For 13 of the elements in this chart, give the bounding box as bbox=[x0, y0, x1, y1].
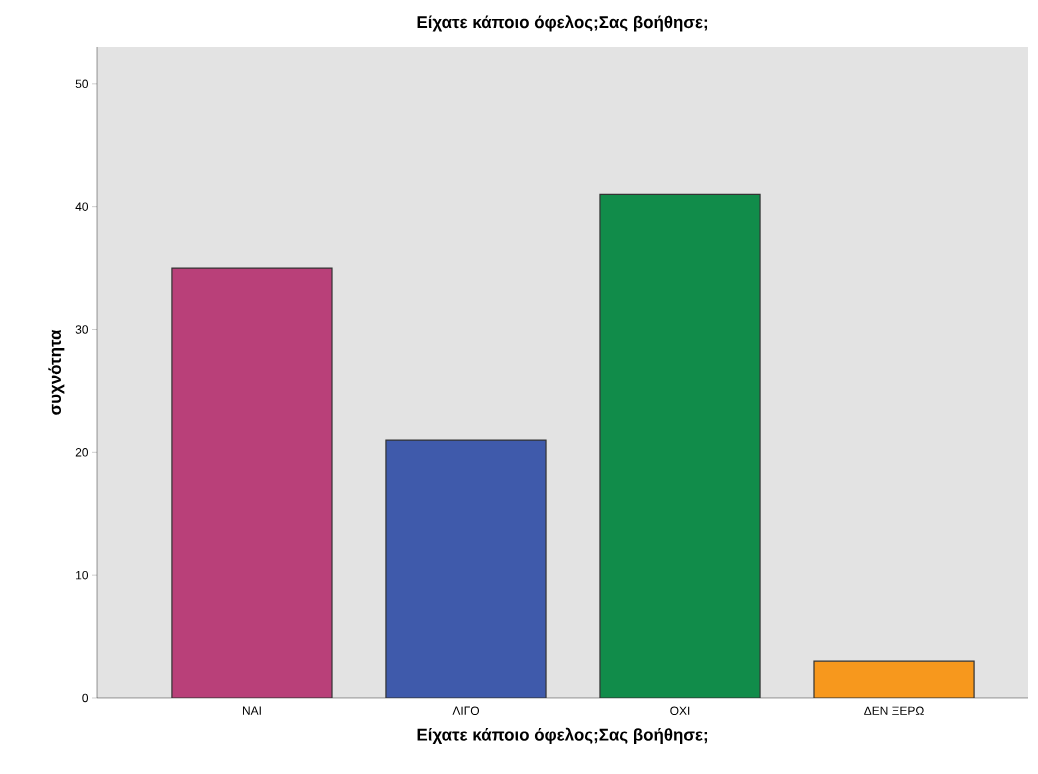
x-tick-label: ΔΕΝ ΞΕΡΩ bbox=[864, 706, 924, 715]
x-tick-label: ΝΑΙ bbox=[242, 706, 261, 715]
chart-title: Είχατε κάποιο όφελος;Σας βοήθησε; bbox=[417, 15, 708, 32]
y-tick-label: 0 bbox=[82, 693, 89, 703]
y-tick-label: 50 bbox=[75, 79, 89, 89]
y-tick-label: 40 bbox=[75, 202, 89, 211]
y-tick-label: 20 bbox=[75, 448, 89, 457]
x-tick-label: ΟΧΙ bbox=[670, 706, 690, 715]
y-tick-label: 30 bbox=[75, 325, 89, 334]
y-tick-label: 10 bbox=[76, 570, 89, 580]
x-axis-title: Είχατε κάποιο όφελος;Σας βοήθησε; bbox=[417, 727, 708, 745]
x-tick-label: ΛΙΓΟ bbox=[452, 706, 480, 715]
y-axis-title: συχνότητα bbox=[48, 329, 65, 415]
